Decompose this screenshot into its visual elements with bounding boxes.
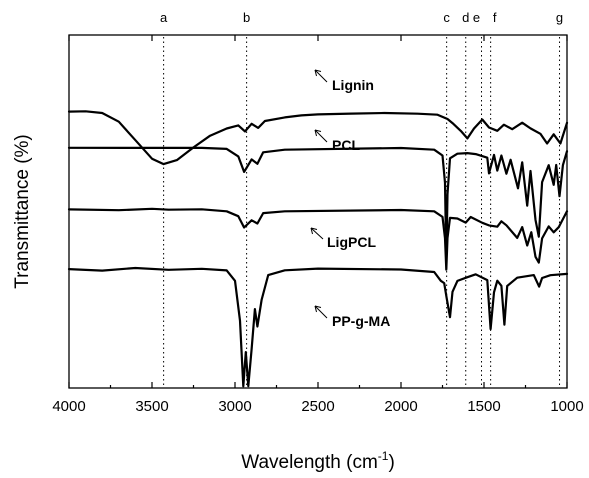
series-label-pcl: PCL (332, 137, 360, 153)
arrowhead-pp-g-ma (314, 305, 322, 313)
series-label-ligpcl: LigPCL (327, 234, 376, 250)
spectra-traces (67, 110, 569, 388)
series-labels: Lignin PCL LigPCL PP-g-MA (310, 69, 390, 329)
peak-label-b: b (243, 10, 250, 25)
arrow-pcl (314, 129, 328, 143)
peak-label-d: d (462, 10, 469, 25)
x-tick-label-2500: 2500 (301, 398, 334, 415)
arrow-ligpcl (310, 227, 324, 240)
trace-pp-g-ma (67, 266, 569, 388)
peak-label-a: a (160, 10, 168, 25)
arrowhead-pcl (314, 129, 322, 137)
x-axis-label-main: Wavelength (cm (241, 452, 378, 473)
series-label-pp-g-ma: PP-g-MA (332, 313, 390, 329)
peak-label-e: e (473, 10, 480, 25)
peak-label-f: f (493, 10, 497, 25)
trace-pcl (67, 146, 569, 263)
trace-ligpcl (67, 207, 569, 271)
x-axis-label: Wavelength (cm-1) (241, 449, 395, 473)
x-tick-label-2000: 2000 (384, 398, 417, 415)
x-tick-label-1500: 1500 (467, 398, 500, 415)
x-tick-label-3500: 3500 (135, 398, 168, 415)
arrowhead-ligpcl (310, 227, 318, 235)
series-label-lignin: Lignin (332, 77, 374, 93)
arrow-pp-g-ma (314, 305, 328, 319)
x-axis-ticks: 4000 3500 3000 2500 2000 1500 1000 (52, 35, 584, 415)
x-tick-label-3000: 3000 (218, 398, 251, 415)
arrowhead-lignin (314, 69, 322, 77)
peak-label-g: g (556, 10, 563, 25)
peak-label-c: c (443, 10, 450, 25)
x-axis-label-sup: -1 (378, 449, 389, 463)
trace-lignin (67, 110, 569, 166)
x-tick-label-1000: 1000 (550, 398, 583, 415)
y-axis-label: Transmittance (%) (12, 134, 33, 289)
arrow-lignin (314, 69, 328, 83)
x-axis-label-close: ) (388, 452, 394, 473)
x-tick-label-4000: 4000 (52, 398, 85, 415)
